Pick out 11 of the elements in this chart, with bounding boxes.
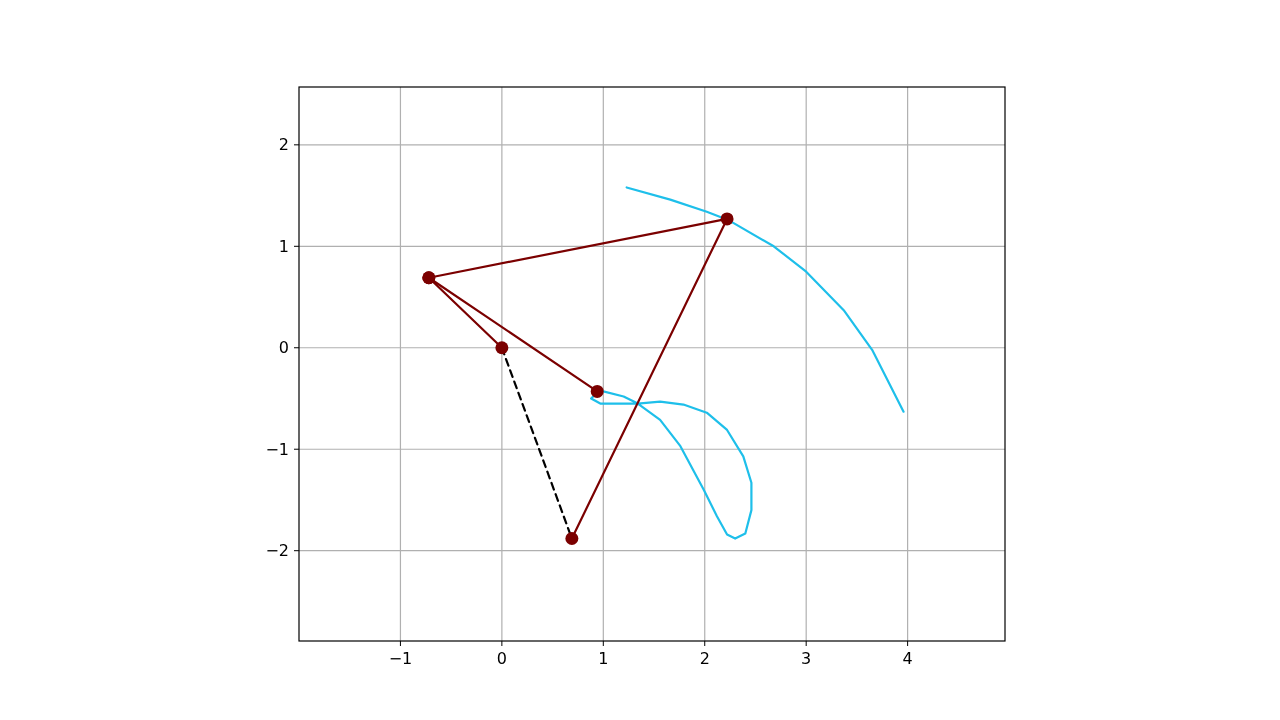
x-tick-label: 0 bbox=[496, 649, 507, 668]
x-tick-label: 2 bbox=[699, 649, 710, 668]
x-tick-label: 3 bbox=[801, 649, 812, 668]
x-tick-label: 1 bbox=[598, 649, 609, 668]
y-tick-label: 2 bbox=[278, 135, 289, 155]
y-tick-label: −2 bbox=[265, 541, 289, 561]
y-tick-label: 0 bbox=[278, 338, 289, 358]
x-tick-label: 4 bbox=[902, 649, 913, 668]
x-tick-label: −1 bbox=[388, 649, 413, 668]
y-tick-label: −1 bbox=[265, 439, 289, 459]
y-tick-label: 1 bbox=[278, 236, 289, 256]
